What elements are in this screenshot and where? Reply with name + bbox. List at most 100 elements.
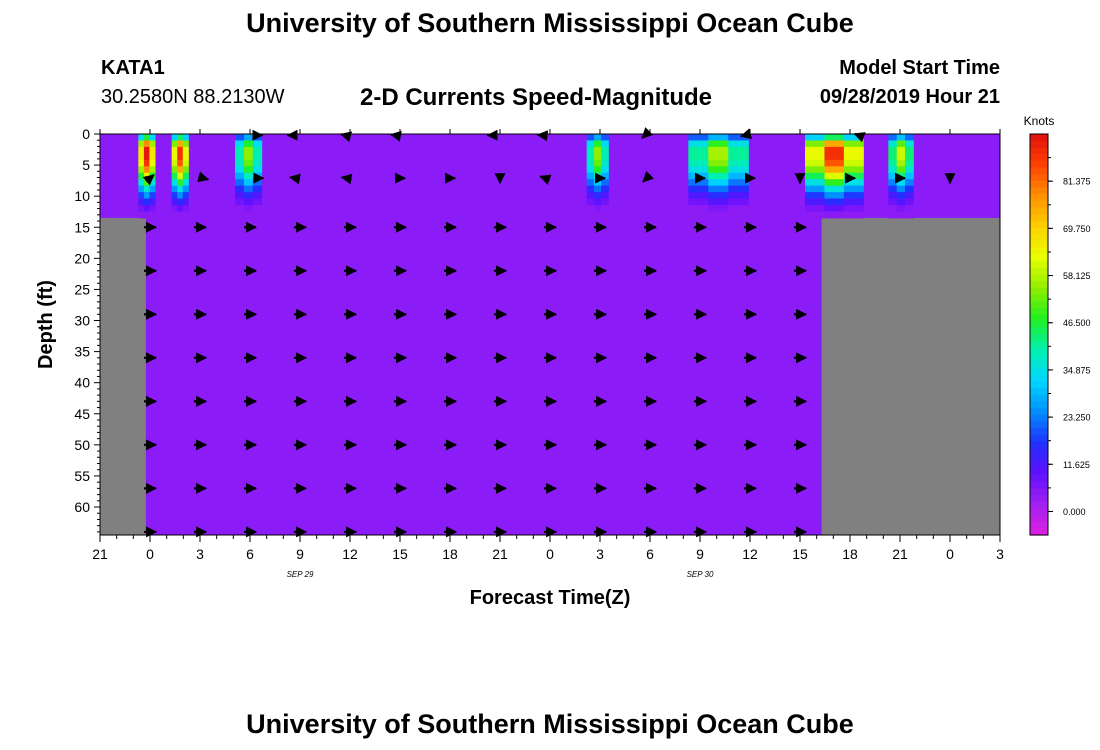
- heatmap-cell: [171, 211, 178, 219]
- current-vector: [340, 131, 353, 143]
- y-tick-label: 55: [74, 468, 90, 484]
- heatmap-cell: [177, 153, 184, 161]
- speed-heatmap: [100, 134, 1000, 535]
- heatmap-cell: [243, 146, 254, 154]
- heatmap-cell: [235, 211, 245, 219]
- heatmap-cell: [182, 140, 189, 148]
- heatmap-cell: [143, 192, 150, 200]
- x-tick-label: 15: [392, 546, 408, 562]
- heatmap-cell: [905, 179, 914, 187]
- heatmap-cell: [182, 134, 189, 141]
- colorbar-segment: [1030, 247, 1048, 255]
- colorbar-segment: [1030, 521, 1048, 529]
- heatmap-cell: [728, 140, 749, 148]
- heatmap-cell: [708, 211, 729, 219]
- colorbar-segment: [1030, 307, 1048, 316]
- heatmap-cell: [708, 192, 729, 200]
- title-bottom: University of Southern Mississippi Ocean…: [246, 709, 854, 739]
- heatmap-cell: [586, 198, 595, 206]
- heatmap-cell: [843, 205, 864, 212]
- heatmap-cell: [896, 146, 906, 154]
- colorbar-segment: [1030, 314, 1048, 322]
- heatmap-cell: [138, 172, 145, 180]
- x-tick-label: 9: [696, 546, 704, 562]
- x-tick-label: 0: [146, 546, 154, 562]
- heatmap-cell: [149, 146, 156, 154]
- heatmap-cell: [182, 159, 189, 167]
- current-vector: [142, 174, 155, 186]
- heatmap-cell: [708, 205, 729, 212]
- heatmap-cell: [177, 159, 184, 167]
- colorbar-segment: [1030, 294, 1048, 302]
- heatmap-cell: [138, 159, 145, 167]
- colorbar-segment: [1030, 461, 1048, 469]
- heatmap-cell: [601, 153, 609, 161]
- heatmap-cell: [593, 185, 602, 193]
- heatmap-cell: [593, 140, 602, 148]
- current-vector: [641, 127, 654, 139]
- heatmap-cell: [143, 153, 150, 161]
- x-tick-label: 0: [946, 546, 954, 562]
- colorbar-segment: [1030, 387, 1048, 396]
- heatmap-cell: [905, 140, 914, 148]
- heatmap-cell: [824, 146, 845, 154]
- heatmap-cell: [252, 211, 263, 219]
- heatmap-cell: [171, 153, 178, 161]
- heatmap-cell: [177, 205, 184, 212]
- plot-title: 2-D Currents Speed-Magnitude: [360, 84, 713, 111]
- heatmap-cell: [235, 134, 245, 141]
- heatmap-cell: [182, 211, 189, 219]
- heatmap-cell: [138, 192, 145, 200]
- heatmap-cell: [182, 172, 189, 180]
- heatmap-cell: [182, 198, 189, 206]
- heatmap-cell: [235, 179, 245, 187]
- x-tick-label: 21: [492, 546, 508, 562]
- colorbar-tick-label: 34.875: [1063, 365, 1091, 375]
- colorbar-segment: [1030, 354, 1048, 362]
- model-start-label: Model Start Time: [839, 57, 1000, 79]
- heatmap-cell: [905, 134, 914, 141]
- heatmap-cell: [593, 192, 602, 200]
- heatmap-cell: [177, 140, 184, 148]
- heatmap-cell: [805, 146, 825, 154]
- heatmap-cell: [243, 185, 254, 193]
- heatmap-cell: [243, 172, 254, 180]
- heatmap-cell: [905, 159, 914, 167]
- colorbar-segment: [1030, 260, 1048, 269]
- heatmap-cell: [586, 146, 595, 154]
- colorbar-segment: [1030, 428, 1048, 436]
- heatmap-cell: [143, 166, 150, 174]
- heatmap-cell: [177, 146, 184, 154]
- x-tick-label: 15: [792, 546, 808, 562]
- colorbar-segment: [1030, 414, 1048, 422]
- heatmap-cell: [149, 153, 156, 161]
- x-tick-label: 21: [92, 546, 108, 562]
- y-tick-label: 25: [74, 281, 90, 297]
- heatmap-cell: [149, 166, 156, 174]
- heatmap-cell: [708, 179, 729, 187]
- heatmap-cell: [243, 179, 254, 187]
- heatmap-cell: [593, 146, 602, 154]
- heatmap-cell: [896, 166, 906, 174]
- colorbar-segment: [1030, 434, 1048, 443]
- heatmap-cell: [171, 192, 178, 200]
- heatmap-cell: [888, 134, 898, 141]
- x-tick-label: 6: [246, 546, 254, 562]
- heatmap-cell: [235, 140, 245, 148]
- heatmap-cell: [593, 179, 602, 187]
- y-tick-label: 45: [74, 406, 90, 422]
- colorbar-segment: [1030, 514, 1048, 523]
- heatmap-cell: [601, 198, 609, 206]
- heatmap-cell: [708, 134, 729, 141]
- heatmap-cell: [888, 185, 898, 193]
- heatmap-cell: [688, 134, 709, 141]
- heatmap-cell: [843, 140, 864, 148]
- colorbar-tick-label: 69.750: [1063, 224, 1091, 234]
- heatmap-cell: [171, 172, 178, 180]
- y-tick-label: 60: [74, 499, 90, 515]
- x-tick-label: 18: [442, 546, 458, 562]
- colorbar-segment: [1030, 227, 1048, 235]
- heatmap-cell: [728, 198, 749, 206]
- colorbar-segment: [1030, 334, 1048, 342]
- heatmap-cell: [235, 159, 245, 167]
